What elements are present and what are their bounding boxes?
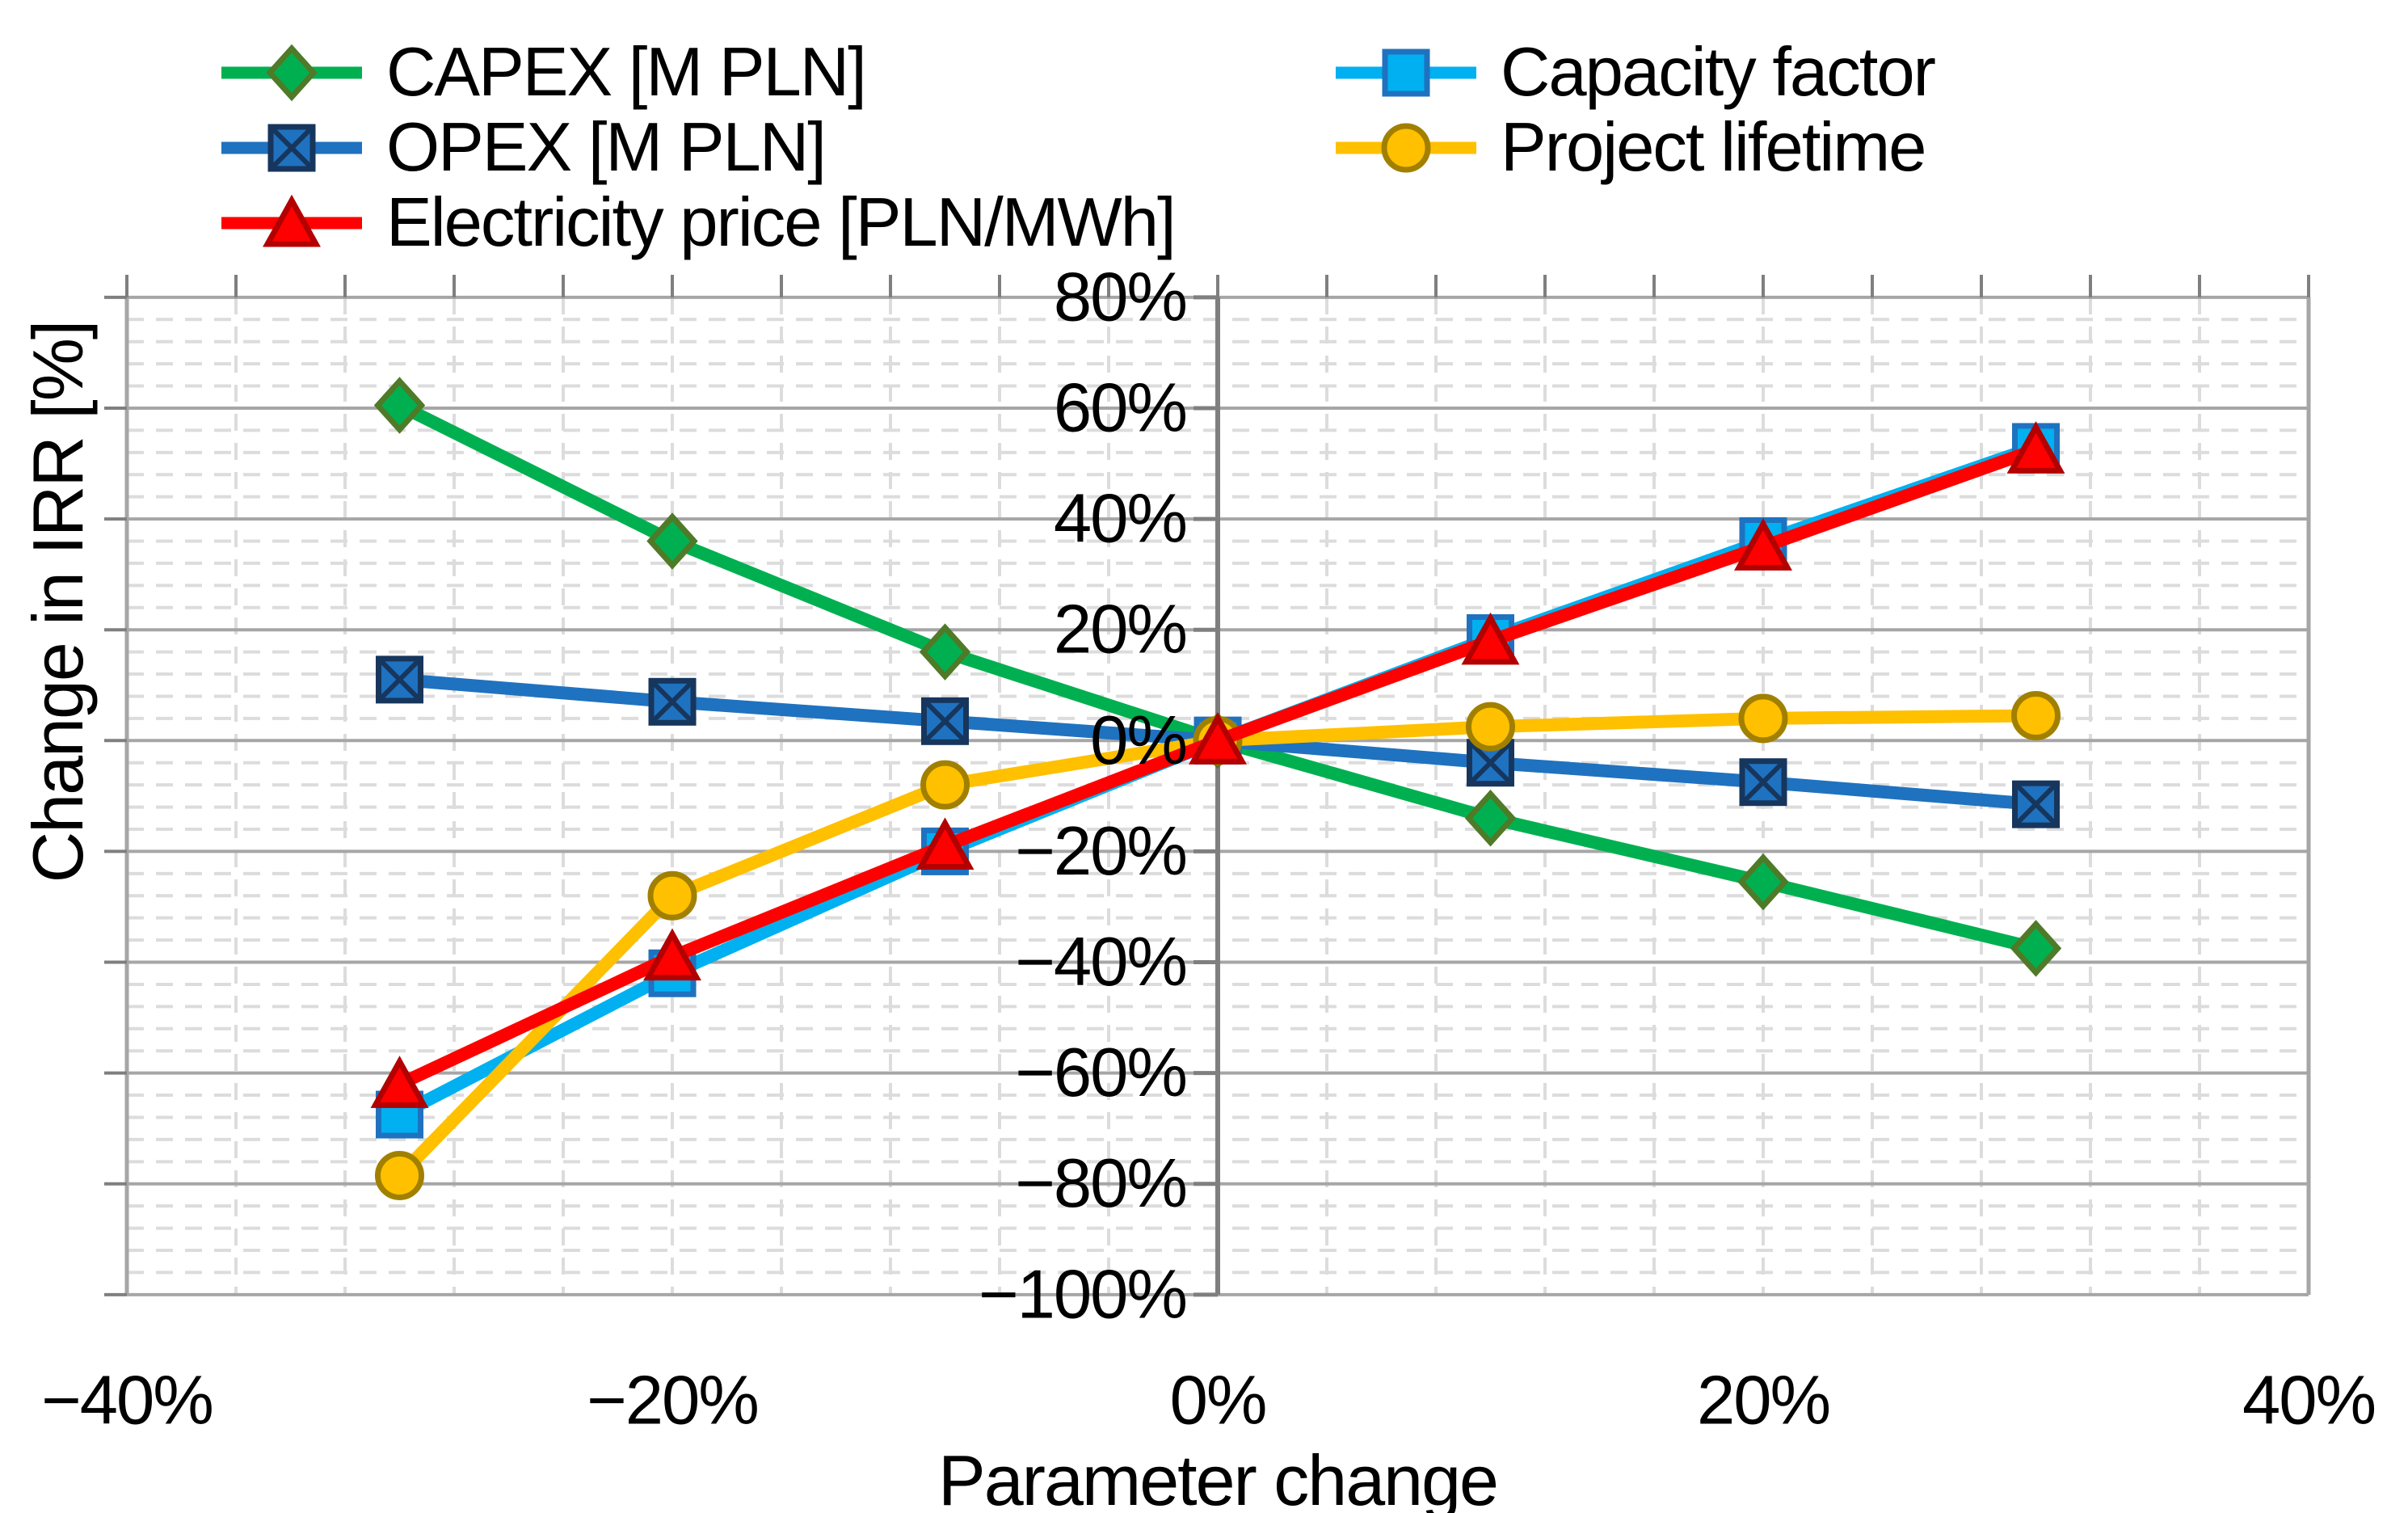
x-tick-label: 20% bbox=[1697, 1363, 1829, 1439]
diamond-marker bbox=[646, 512, 698, 570]
x-tick-label: −20% bbox=[587, 1363, 758, 1439]
y-tick-label: 20% bbox=[1054, 592, 1186, 668]
y-tick-label: −20% bbox=[1015, 813, 1186, 890]
circle-marker bbox=[920, 760, 970, 810]
legend-label: OPEX [M PLN] bbox=[386, 109, 827, 186]
series-markers-5 bbox=[375, 690, 2061, 1200]
circle-marker bbox=[1381, 123, 1431, 173]
triangle-marker bbox=[2006, 421, 2065, 474]
square-x-cross bbox=[1467, 740, 1513, 786]
circle-marker bbox=[1466, 702, 1515, 752]
square-x-cross bbox=[1740, 759, 1787, 805]
diamond-marker bbox=[919, 623, 971, 681]
y-tick-label: 0% bbox=[1090, 702, 1186, 779]
y-tick-label: −80% bbox=[1015, 1145, 1186, 1222]
diamond-marker bbox=[373, 377, 426, 434]
y-tick-label: −100% bbox=[979, 1256, 1186, 1333]
triangle-marker bbox=[916, 817, 975, 870]
x-axis-title: Parameter change bbox=[938, 1440, 1499, 1513]
x-tick-label: 40% bbox=[2242, 1363, 2375, 1439]
legend-key-icon bbox=[1336, 123, 1476, 173]
triangle-marker bbox=[263, 194, 321, 247]
triangle-marker bbox=[370, 1056, 429, 1108]
legend-label: CAPEX [M PLN] bbox=[386, 34, 867, 111]
square-x-cross bbox=[377, 656, 423, 703]
legend-label: Capacity factor bbox=[1501, 34, 1936, 111]
diamond-marker bbox=[2010, 920, 2062, 977]
legend-key-icon bbox=[221, 124, 362, 172]
x-tick-label: 0% bbox=[1170, 1363, 1266, 1439]
y-axis-title: Change in IRR [%] bbox=[18, 321, 98, 883]
y-tick-label: 60% bbox=[1054, 369, 1186, 446]
legend-item-project-lifetime: Project lifetime bbox=[1336, 103, 1926, 192]
diamond-marker bbox=[1737, 853, 1789, 911]
y-tick-label: −40% bbox=[1015, 924, 1186, 1001]
legend-key-icon bbox=[221, 194, 362, 247]
series-markers-3 bbox=[370, 421, 2065, 1108]
legend-item-capex-m-pln: CAPEX [M PLN] bbox=[221, 28, 867, 117]
y-tick-label: 40% bbox=[1054, 481, 1186, 558]
circle-marker bbox=[375, 1150, 424, 1200]
triangle-marker bbox=[1189, 712, 1247, 765]
legend-label: Project lifetime bbox=[1501, 109, 1926, 186]
circle-marker bbox=[2011, 690, 2061, 740]
square-x-cross bbox=[649, 679, 696, 725]
legend-item-electricity-price-pln-mwh: Electricity price [PLN/MWh] bbox=[221, 179, 1177, 268]
square-x-cross bbox=[268, 124, 315, 171]
triangle-marker bbox=[643, 928, 701, 981]
diamond-marker bbox=[1464, 790, 1517, 847]
circle-marker bbox=[1738, 693, 1788, 744]
legend-item-opex-m-pln: OPEX [M PLN] bbox=[221, 103, 827, 192]
diamond-marker bbox=[266, 44, 318, 102]
legend-item-capacity-factor: Capacity factor bbox=[1336, 28, 1936, 117]
legend-key-icon bbox=[1336, 48, 1476, 97]
y-tick-label: 80% bbox=[1054, 259, 1186, 335]
square-x-cross bbox=[2013, 782, 2059, 828]
square-marker bbox=[1382, 48, 1430, 97]
x-tick-label: −40% bbox=[41, 1363, 213, 1439]
square-x-cross bbox=[922, 698, 968, 744]
triangle-marker bbox=[1734, 518, 1792, 571]
legend-key-icon bbox=[221, 44, 362, 102]
y-tick-label: −60% bbox=[1015, 1035, 1186, 1111]
legend-label: Electricity price [PLN/MWh] bbox=[386, 184, 1177, 261]
triangle-marker bbox=[1461, 612, 1520, 665]
circle-marker bbox=[647, 870, 697, 921]
